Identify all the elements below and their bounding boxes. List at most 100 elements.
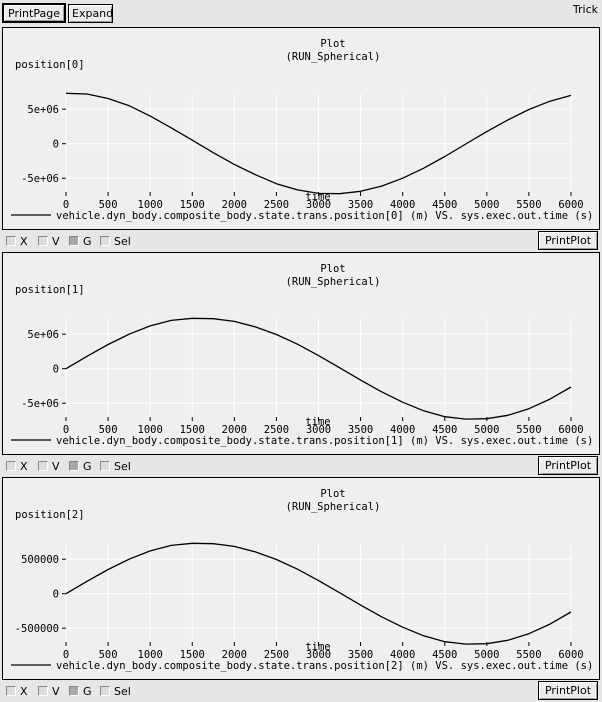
x-tick-label: 0	[63, 649, 69, 661]
app-title: Trick	[572, 3, 598, 16]
y-tick-label: 500000	[21, 554, 59, 566]
plot-controls: X V G Sel PrintPlot	[2, 230, 600, 252]
checkbox-label: X	[20, 685, 28, 698]
plot-panel-1: 0 500 1000 1500 2000 2500 3000 3500 4000 4500 5000…	[2, 252, 600, 475]
series-line	[65, 317, 572, 420]
checkbox-box[interactable]	[6, 461, 16, 471]
chart-svg: 0 500 1000 1500 2000 2500 3000 3500 4000 4500 5000…	[11, 38, 599, 222]
series-line	[65, 92, 572, 195]
chart-title: Plot	[320, 488, 345, 500]
chart-title: Plot	[320, 263, 345, 275]
checkbox-label: Sel	[114, 685, 131, 698]
x-axis-label: time	[305, 641, 330, 653]
checkbox-box[interactable]	[69, 461, 79, 471]
legend-label: vehicle.dyn_body.composite_body.state.tr…	[56, 660, 599, 672]
checkbox-label: Sel	[114, 460, 131, 473]
checkbox-box[interactable]	[6, 236, 16, 246]
x-tick-label: 2500	[264, 424, 289, 436]
plot-panel-2: 0 500 1000 1500 2000 2500 3000 3500 4000 4500 5000…	[2, 477, 600, 700]
print-plot-button[interactable]: PrintPlot	[538, 456, 598, 475]
checkbox-box[interactable]	[6, 686, 16, 696]
plot-controls: X V G Sel PrintPlot	[2, 680, 600, 702]
x-checkbox[interactable]: X	[6, 686, 28, 697]
x-checkbox[interactable]: X	[6, 461, 28, 472]
checkbox-label: X	[20, 235, 28, 248]
x-tick-label: 1500	[180, 649, 205, 661]
plot-controls: X V G Sel PrintPlot	[2, 455, 600, 477]
y-tick-label: 0	[53, 589, 59, 601]
g-checkbox[interactable]: G	[69, 461, 92, 472]
x-tick-label: 3000	[306, 199, 331, 211]
x-checkbox[interactable]: X	[6, 236, 28, 247]
x-tick-label: 1000	[138, 199, 163, 211]
y-tick-label: -500000	[15, 623, 59, 635]
checkbox-label: G	[83, 235, 92, 248]
x-tick-label: 6000	[558, 424, 583, 436]
x-tick-label: 6000	[558, 199, 583, 211]
chart-title: Plot	[320, 38, 345, 50]
x-tick-label: 500	[99, 424, 118, 436]
x-tick-label: 5000	[474, 199, 499, 211]
x-tick-label: 3000	[306, 424, 331, 436]
g-checkbox[interactable]: G	[69, 236, 92, 247]
x-tick-label: 4000	[390, 424, 415, 436]
expand-button[interactable]: Expand	[68, 4, 113, 23]
x-tick-label: 5500	[516, 424, 541, 436]
y-tick-label: -5e+06	[21, 173, 59, 185]
checkbox-label: V	[52, 235, 60, 248]
plot-frame[interactable]: 0 500 1000 1500 2000 2500 3000 3500 4000 4500 5000…	[2, 252, 600, 455]
x-axis-label: time	[305, 416, 330, 428]
checkbox-box[interactable]	[38, 686, 48, 696]
x-tick-label: 2500	[264, 199, 289, 211]
checkbox-box[interactable]	[38, 236, 48, 246]
checkbox-label: V	[52, 460, 60, 473]
x-tick-label: 3500	[348, 649, 373, 661]
x-tick-label: 2000	[222, 649, 247, 661]
sel-checkbox[interactable]: Sel	[100, 461, 131, 472]
x-tick-label: 2000	[222, 199, 247, 211]
y-tick-label: 0	[53, 139, 59, 151]
print-plot-button[interactable]: PrintPlot	[538, 231, 598, 250]
x-tick-label: 4000	[390, 199, 415, 211]
x-tick-label: 5500	[516, 199, 541, 211]
checkbox-box[interactable]	[38, 461, 48, 471]
x-tick-label: 2500	[264, 649, 289, 661]
x-tick-label: 2000	[222, 424, 247, 436]
chart-subtitle: (RUN_Spherical)	[286, 51, 381, 63]
x-tick-label: 6000	[558, 649, 583, 661]
checkbox-box[interactable]	[69, 236, 79, 246]
sel-checkbox[interactable]: Sel	[100, 686, 131, 697]
legend-label: vehicle.dyn_body.composite_body.state.tr…	[56, 210, 599, 222]
chart-svg: 0 500 1000 1500 2000 2500 3000 3500 4000 4500 5000…	[11, 263, 599, 447]
plot-panel-0: 0 500 1000 1500 2000 2500 3000 3500 4000 4500 5000…	[2, 27, 600, 250]
v-checkbox[interactable]: V	[38, 236, 60, 247]
checkbox-label: G	[83, 460, 92, 473]
print-page-button[interactable]: PrintPage	[2, 3, 66, 23]
x-tick-label: 500	[99, 649, 118, 661]
x-tick-label: 3500	[348, 424, 373, 436]
print-plot-button[interactable]: PrintPlot	[538, 681, 598, 700]
checkbox-label: X	[20, 460, 28, 473]
v-checkbox[interactable]: V	[38, 461, 60, 472]
g-checkbox[interactable]: G	[69, 686, 92, 697]
x-tick-label: 1500	[180, 424, 205, 436]
x-tick-label: 5500	[516, 649, 541, 661]
checkbox-box[interactable]	[100, 236, 110, 246]
checkbox-label: Sel	[114, 235, 131, 248]
series-line	[65, 542, 572, 645]
x-tick-label: 0	[63, 424, 69, 436]
checkbox-box[interactable]	[100, 461, 110, 471]
x-tick-label: 1000	[138, 649, 163, 661]
sel-checkbox[interactable]: Sel	[100, 236, 131, 247]
plot-frame[interactable]: 0 500 1000 1500 2000 2500 3000 3500 4000 4500 5000…	[2, 27, 600, 230]
checkbox-box[interactable]	[69, 686, 79, 696]
y-axis-label: position[2]	[15, 509, 85, 521]
y-axis-label: position[1]	[15, 284, 85, 296]
x-tick-label: 5000	[474, 424, 499, 436]
y-tick-label: -5e+06	[21, 398, 59, 410]
y-tick-label: 0	[53, 364, 59, 376]
v-checkbox[interactable]: V	[38, 686, 60, 697]
plot-frame[interactable]: 0 500 1000 1500 2000 2500 3000 3500 4000 4500 5000…	[2, 477, 600, 680]
toolbar: PrintPage Expand Trick	[0, 0, 602, 26]
checkbox-box[interactable]	[100, 686, 110, 696]
